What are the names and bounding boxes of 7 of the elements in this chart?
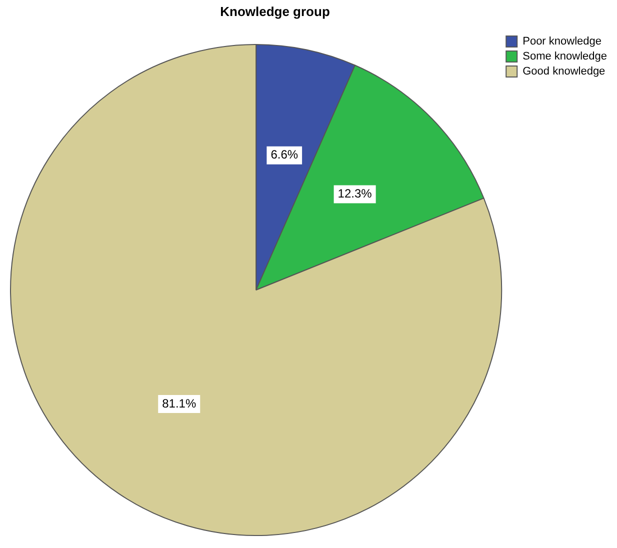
data-label: 81.1% (162, 396, 196, 410)
data-label: 12.3% (338, 186, 372, 201)
legend-label: Good knowledge (522, 66, 606, 78)
legend-label: Poor knowledge (522, 36, 602, 48)
chart-title: Knowledge group (219, 4, 331, 19)
legend-label: Some knowledge (522, 50, 608, 63)
data-label: 6.6% (270, 148, 298, 162)
